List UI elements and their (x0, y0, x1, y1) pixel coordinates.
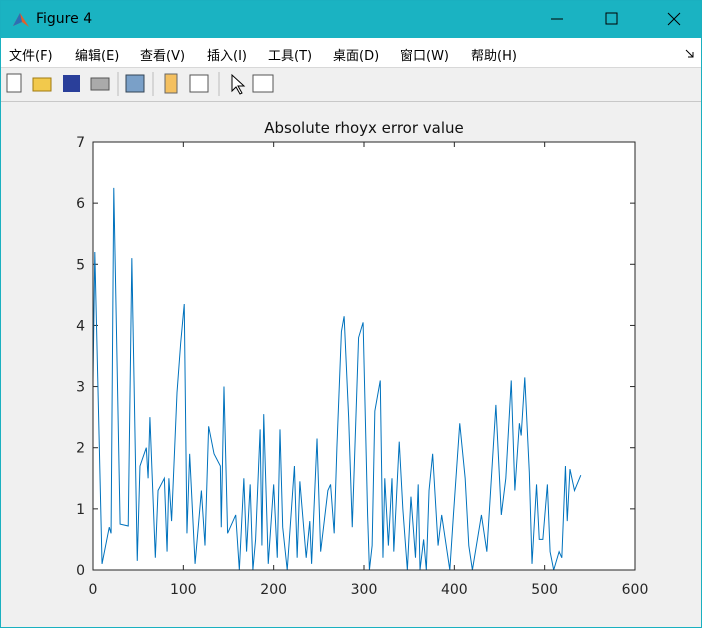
toolbar-icons (6, 72, 274, 96)
open-icon[interactable] (32, 77, 52, 92)
y-tick-label: 3 (76, 380, 85, 396)
close[interactable] (667, 12, 681, 26)
x-tick-label: 200 (260, 582, 287, 598)
colorbar-icon[interactable] (164, 73, 178, 94)
x-tick-label: 0 (89, 582, 98, 598)
menu-item[interactable]: 桌面(D) (333, 49, 380, 64)
chart-title: Absolute rhoyx error value (264, 119, 464, 137)
menu-bar: 文件(F) 编辑(E) 查看(V) 插入(I) 工具(T) 桌面(D) 窗口(W) 帮助(H) (1, 38, 701, 67)
print-icon[interactable] (90, 77, 110, 91)
window-title: Figure 4 (36, 11, 93, 27)
y-tick-label: 7 (76, 135, 85, 151)
maximize[interactable] (605, 12, 618, 25)
menu-item[interactable]: 文件(F) (9, 49, 53, 64)
app-icon (13, 13, 29, 27)
menu-item[interactable]: 窗口(W) (400, 49, 449, 64)
link-icon[interactable] (125, 74, 145, 93)
window-controls[interactable] (551, 1, 701, 38)
y-tick-label: 4 (76, 318, 85, 334)
x-tick-label: 300 (351, 582, 378, 598)
y-tick-label: 6 (76, 196, 85, 212)
menu-item[interactable]: 查看(V) (140, 49, 186, 64)
y-tick-label: 2 (76, 441, 85, 457)
x-tick-label: 600 (622, 582, 649, 598)
new-icon[interactable] (6, 73, 22, 93)
x-tick-label: 100 (170, 582, 197, 598)
menu-item[interactable]: 工具(T) (268, 49, 313, 64)
y-tick-label: 0 (76, 563, 85, 579)
save-icon[interactable] (63, 75, 80, 92)
data-line (92, 187, 582, 571)
legend-icon[interactable] (189, 74, 209, 93)
x-tick-label: 500 (531, 582, 558, 598)
toolbar (1, 67, 701, 102)
y-tick-label: 1 (76, 502, 85, 518)
title-bar: Figure 4 (1, 1, 701, 38)
menu-item[interactable]: 编辑(E) (75, 49, 120, 64)
plot-tools-icon[interactable] (252, 74, 274, 93)
pointer-icon[interactable] (231, 73, 246, 95)
menu-item[interactable]: 帮助(H) (471, 49, 517, 64)
dock-arrow[interactable] (685, 49, 695, 59)
chart: Absolute rhoyx error value 0 1 2 3 4 5 6 7 0 100 20… (76, 119, 649, 598)
axes-box (92, 141, 636, 571)
x-tick-label: 400 (441, 582, 468, 598)
menu-item[interactable]: 插入(I) (207, 49, 247, 64)
y-tick-label: 5 (76, 257, 85, 273)
